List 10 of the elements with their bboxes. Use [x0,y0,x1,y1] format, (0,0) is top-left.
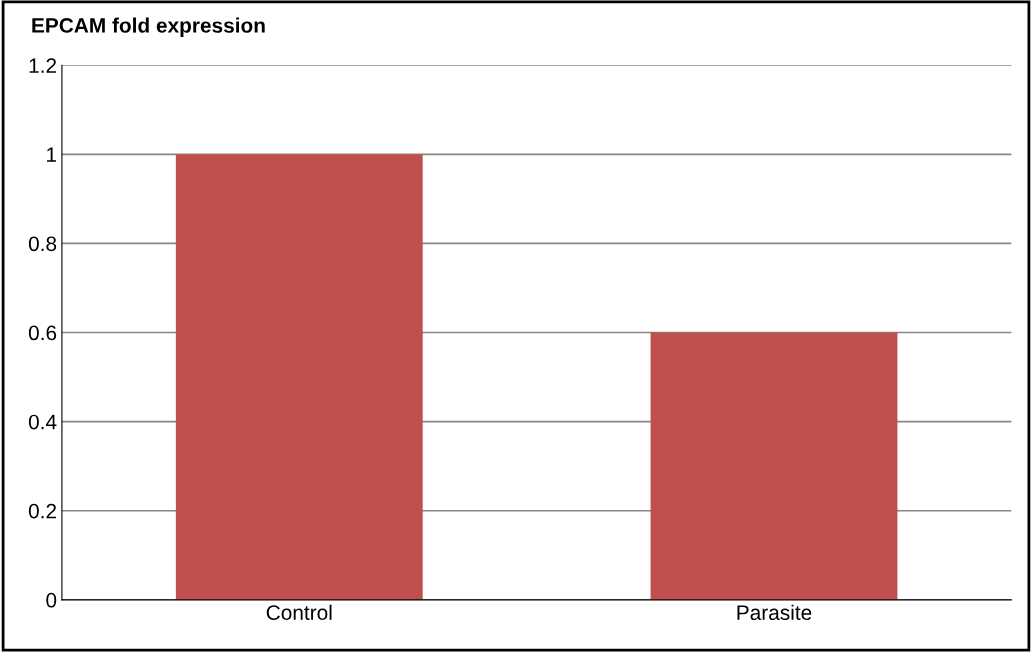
chart-title: EPCAM fold expression [32,17,265,37]
x-tick-label: Parasite [737,604,812,620]
y-tick-label: 1.2 [29,58,57,73]
y-tick-label: 0 [46,592,57,608]
y-tick-label: 0.8 [28,236,57,252]
y-tick-label: 1 [47,147,57,162]
y-tick-label: 0.4 [28,414,57,430]
y-tick-label: 0.6 [28,325,57,341]
x-tick-label: Control [266,604,332,620]
y-tick-label: 0.2 [28,503,57,519]
